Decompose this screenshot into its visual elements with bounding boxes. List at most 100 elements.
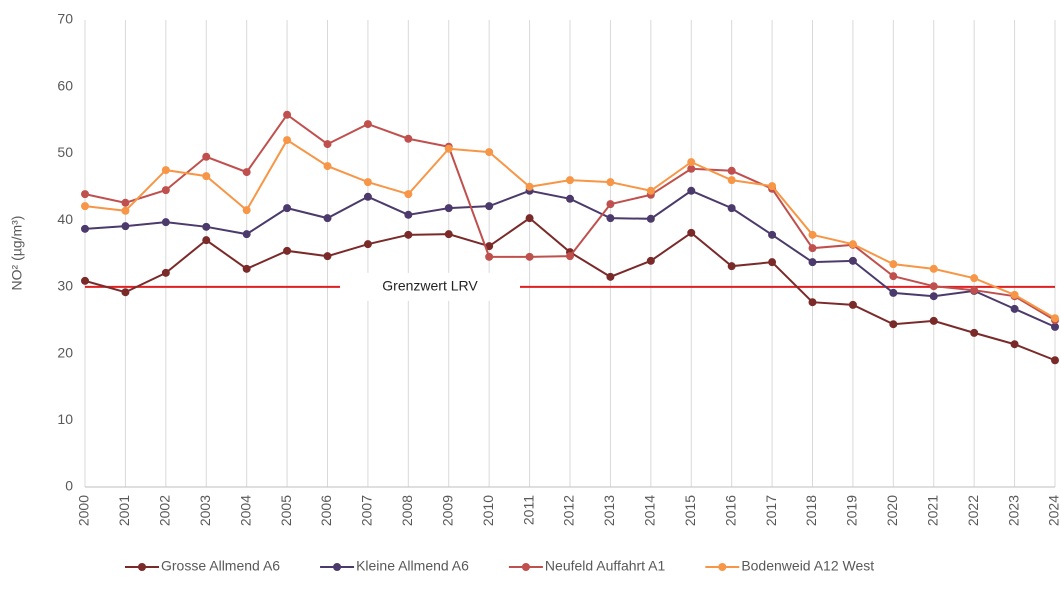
data-point [768,230,777,239]
data-point [283,136,292,145]
data-point [485,242,494,251]
data-point [242,206,251,215]
data-point [768,182,777,191]
data-point [121,288,130,297]
x-tick-label: 2016 [722,495,738,526]
data-point [848,240,857,249]
x-tick-label: 2007 [359,495,375,526]
data-point [768,258,777,267]
data-point [323,162,332,171]
data-point [606,200,615,209]
y-tick-label: 20 [57,344,73,360]
x-tick-label: 2019 [844,495,860,526]
data-point [606,214,615,223]
y-tick-label: 40 [57,211,73,227]
x-tick-label: 2023 [1005,495,1021,526]
data-point [687,164,696,173]
data-point [889,260,898,269]
data-point [970,328,979,337]
x-tick-label: 2008 [399,495,415,526]
data-point [242,230,251,239]
data-point [202,222,211,231]
data-point [202,152,211,161]
data-point [121,198,130,207]
x-tick-label: 2022 [965,495,981,526]
data-point [525,214,534,223]
data-point [566,176,574,185]
data-point [929,264,938,273]
y-axis-label: NO² (µg/m³) [9,216,25,291]
data-point [81,224,89,233]
data-point [323,252,332,261]
data-point [566,194,574,203]
x-tick-label: 2006 [318,495,334,526]
x-tick-label: 2021 [924,495,940,526]
data-point [242,264,251,273]
data-point [121,222,130,231]
data-point [161,218,170,227]
data-point [404,230,413,239]
data-point [363,240,372,249]
data-point [687,228,696,237]
data-point [646,214,655,223]
x-tick-label: 2012 [561,495,577,526]
y-tick-label: 30 [57,278,73,294]
x-tick-label: 2002 [157,495,173,526]
data-point [889,272,898,281]
y-tick-label: 60 [57,77,73,93]
data-point [808,230,817,239]
legend-swatch-dot [138,563,146,571]
data-point [727,166,736,175]
x-tick-label: 2003 [197,495,213,526]
data-point [81,190,89,199]
data-point [727,204,736,213]
x-tick-label: 2001 [116,495,132,526]
data-point [161,166,170,175]
legend-swatch-dot [521,563,530,571]
data-point [889,320,898,329]
data-point [363,192,372,201]
x-tick-label: 2014 [642,495,658,526]
x-tick-label: 2000 [76,495,92,526]
x-tick-label: 2020 [884,495,900,526]
data-point [283,110,292,119]
data-point [646,256,655,265]
data-point [525,182,534,191]
legend-swatch-dot [718,563,727,571]
data-point [283,246,292,255]
data-point [929,292,938,301]
data-point [970,274,979,283]
data-point [970,286,979,295]
x-tick-label: 2010 [480,495,496,526]
legend-label: Neufeld Auffahrt A1 [545,558,666,574]
data-point [1051,322,1059,331]
y-tick-label: 10 [57,411,73,427]
data-point [525,252,534,261]
data-point [1010,304,1019,313]
x-tick-label: 2004 [237,495,253,526]
data-point [81,276,89,285]
y-tick-label: 70 [57,11,73,27]
data-point [606,272,615,281]
x-tick-label: 2009 [439,495,455,526]
data-point [202,172,211,181]
x-tick-label: 2015 [682,495,698,526]
data-point [1051,314,1059,323]
data-point [363,120,372,129]
data-point [485,252,494,261]
data-point [363,178,372,187]
data-point [687,158,696,167]
data-point [444,144,453,153]
data-point [727,262,736,271]
data-point [1010,290,1019,299]
data-point [283,204,292,213]
data-point [161,186,170,195]
data-point [808,298,817,307]
data-point [848,256,857,265]
x-tick-label: 2017 [763,495,779,526]
data-point [242,168,251,177]
y-tick-label: 0 [65,478,73,494]
data-point [808,244,817,253]
data-point [808,258,817,267]
